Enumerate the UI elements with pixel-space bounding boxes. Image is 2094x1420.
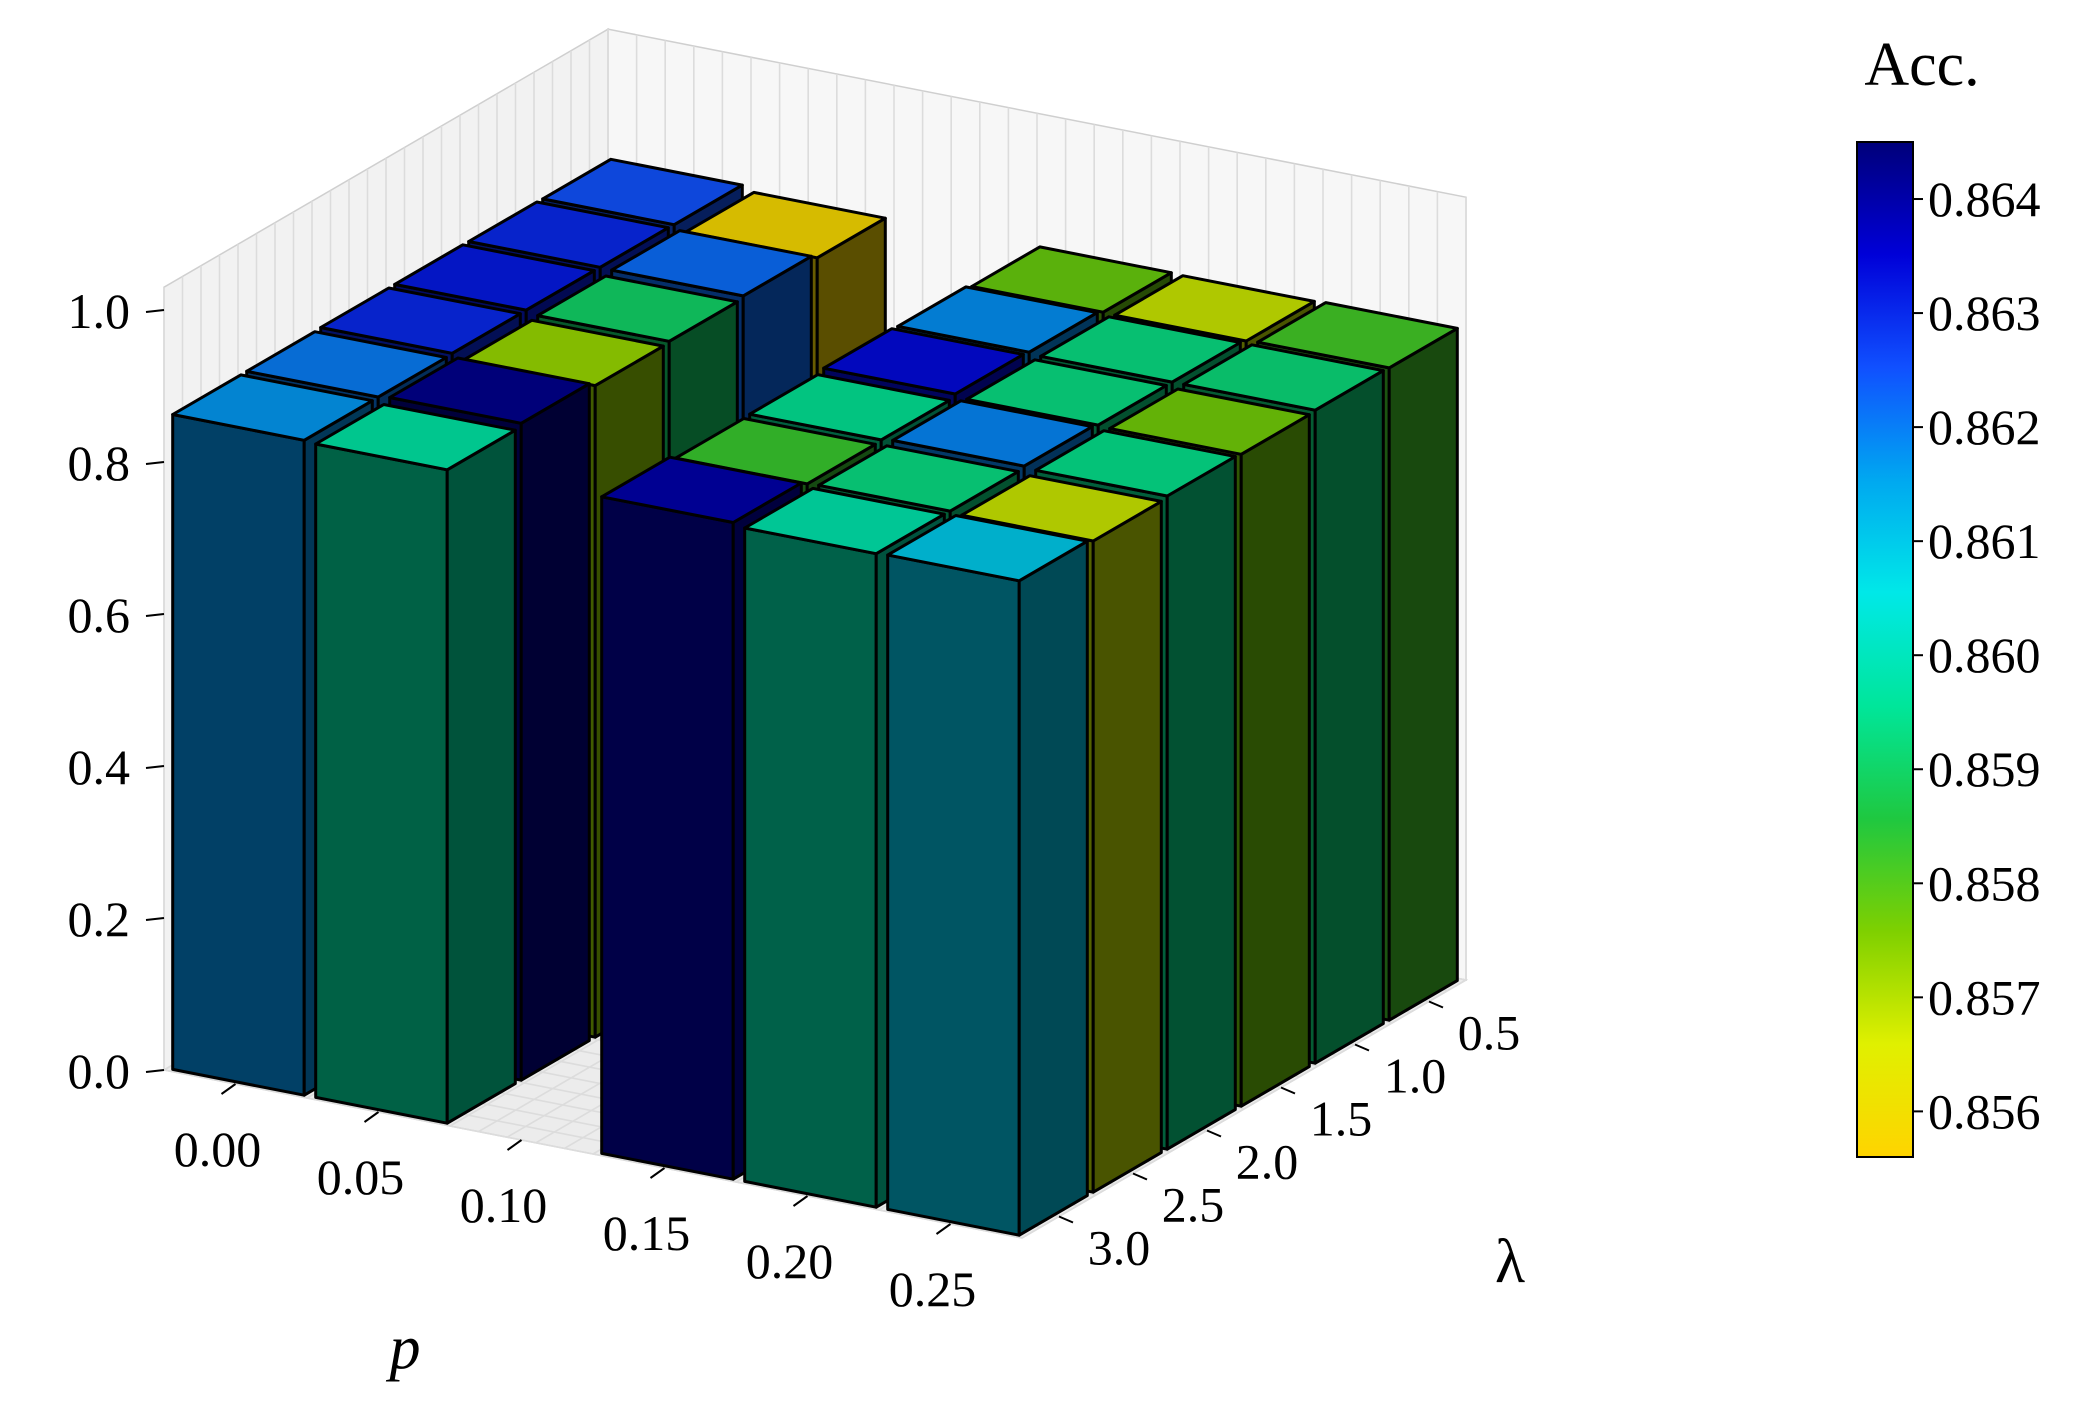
bar-side-face — [1091, 499, 1163, 1194]
bar-top-face — [1034, 429, 1237, 498]
x-axis-label: p — [386, 1314, 421, 1382]
colorbar-tick-label: 0.856 — [1928, 1083, 2041, 1139]
y-tick-mark — [1354, 1043, 1370, 1052]
x-tick-mark — [792, 1195, 809, 1207]
y-tick-label: 1.0 — [1384, 1048, 1447, 1104]
x-tick-mark — [363, 1111, 380, 1123]
x-tick-mark — [649, 1167, 666, 1179]
bar-top-face — [822, 327, 1025, 396]
z-tick-label: 0.6 — [68, 587, 131, 643]
bar-top-face — [1113, 274, 1316, 343]
bar-top-face — [891, 399, 1094, 468]
bar-side-face — [1387, 326, 1459, 1022]
bar-top-face — [600, 455, 803, 524]
bar-top-face — [1108, 387, 1311, 456]
x-tick-label: 0.10 — [460, 1177, 548, 1233]
bar-top-face — [817, 444, 1020, 513]
bar-top-face — [743, 486, 946, 556]
y-tick-label: 3.0 — [1088, 1220, 1151, 1276]
z-tick-mark — [145, 309, 165, 313]
bar-top-face — [748, 373, 951, 442]
bar-front-face — [886, 553, 1021, 1237]
z-tick-mark — [145, 917, 165, 921]
x-tick-mark — [220, 1083, 237, 1095]
bar-side-face — [445, 428, 517, 1125]
bar-top-face — [541, 157, 744, 227]
y-axis-label: λ — [1495, 1228, 1525, 1296]
colorbar-ticks: 0.856 0.857 0.858 0.859 0.860 0.861 0.862 0.863… — [1913, 171, 2041, 1139]
z-tick-label: 0.4 — [68, 739, 131, 795]
bar-front-face — [314, 442, 449, 1125]
bar-side-face — [1239, 413, 1311, 1108]
bar-top-face — [536, 274, 739, 343]
colorbar-gradient — [1856, 141, 1914, 1158]
z-tick-mark — [145, 613, 165, 617]
x-tick-mark — [935, 1223, 952, 1235]
bar-top-face — [171, 373, 374, 442]
colorbar-tick-label: 0.864 — [1928, 171, 2041, 227]
z-tick-mark — [145, 461, 165, 465]
bar-top-face — [467, 200, 670, 269]
bar-front-face — [743, 526, 878, 1209]
bar-top-face — [1256, 301, 1459, 370]
colorbar: Acc. 0.856 0.857 0.858 0.859 0.860 0.861 0.862… — [1856, 31, 2041, 1158]
bar-front-face — [171, 413, 306, 1097]
colorbar-tick-label: 0.858 — [1928, 855, 2041, 911]
bar-side-face — [1165, 455, 1237, 1151]
bar-side-face — [1313, 369, 1385, 1065]
bar-top-face — [610, 229, 813, 298]
bar-top-face — [393, 243, 596, 312]
y-tick-mark — [1058, 1215, 1074, 1224]
y-tick-label: 1.5 — [1310, 1091, 1373, 1147]
y-tick-label: 2.0 — [1236, 1134, 1299, 1190]
x-tick-mark — [506, 1139, 523, 1151]
bar-top-face — [319, 286, 522, 355]
x-tick-label: 0.20 — [746, 1233, 834, 1289]
colorbar-tick-label: 0.861 — [1928, 513, 2041, 569]
z-tick-label: 1.0 — [68, 283, 131, 339]
bar-top-face — [886, 514, 1089, 583]
y-tick-mark — [1206, 1129, 1222, 1138]
bar-top-face — [388, 356, 591, 425]
z-tick-label: 0.0 — [68, 1043, 131, 1099]
bar-top-face — [896, 285, 1099, 354]
colorbar-tick-label: 0.859 — [1928, 741, 2041, 797]
bar-side-face — [519, 382, 591, 1082]
bar-top-face — [1039, 315, 1242, 384]
bar-side-face — [1017, 539, 1089, 1237]
colorbar-tick-label: 0.862 — [1928, 399, 2041, 455]
y-tick-mark — [1132, 1172, 1148, 1181]
bar-top-face — [314, 403, 517, 472]
x-tick-label: 0.05 — [317, 1149, 405, 1205]
bar-top-face — [965, 358, 1168, 427]
x-tick-label: 0.00 — [174, 1121, 262, 1177]
x-tick-label: 0.15 — [603, 1205, 691, 1261]
z-tick-label: 0.8 — [68, 435, 131, 491]
colorbar-tick-label: 0.860 — [1928, 627, 2041, 683]
z-tick-mark — [145, 1069, 165, 1073]
bar-top-face — [1182, 343, 1385, 412]
y-tick-mark — [1428, 1000, 1444, 1009]
y-tick-label: 2.5 — [1162, 1177, 1225, 1233]
z-tick-mark — [145, 765, 165, 769]
y-tick-mark — [1280, 1086, 1296, 1095]
z-tick-label: 0.2 — [68, 891, 131, 947]
colorbar-tick-label: 0.863 — [1928, 285, 2041, 341]
axis-ticks: 0.0 0.2 0.4 0.6 0.8 1.0 0.00 0.05 0.10 0.15 0.20 0.… — [68, 283, 1521, 1317]
bar-top-face — [245, 330, 448, 399]
bar-top-face — [970, 245, 1173, 314]
colorbar-tick-label: 0.857 — [1928, 969, 2041, 1025]
bars — [171, 157, 1459, 1237]
bar — [886, 514, 1089, 1237]
y-tick-label: 0.5 — [1458, 1005, 1521, 1061]
bar-front-face — [600, 495, 735, 1181]
x-tick-label: 0.25 — [889, 1261, 977, 1317]
colorbar-title: Acc. — [1864, 31, 1979, 99]
bar — [314, 403, 517, 1125]
